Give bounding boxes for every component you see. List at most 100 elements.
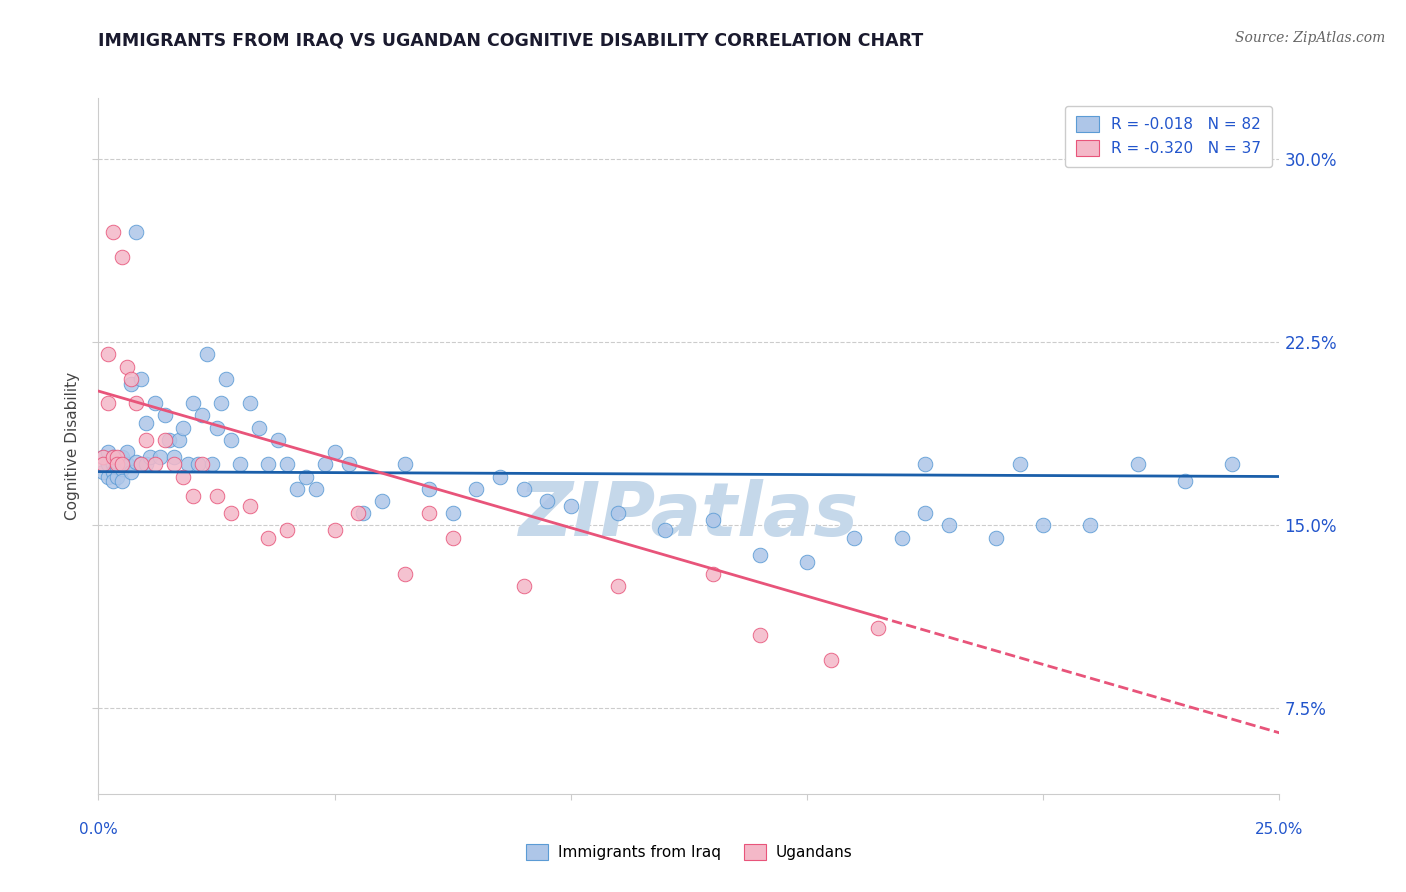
Point — [285, 482, 308, 496]
Point — [1080, 518, 1102, 533]
Point — [172, 469, 194, 483]
Point — [305, 482, 328, 496]
Point — [914, 458, 936, 472]
Point — [125, 396, 148, 410]
Point — [239, 499, 262, 513]
Point — [187, 458, 209, 472]
Point — [441, 531, 464, 545]
Point — [101, 450, 124, 464]
Point — [560, 499, 582, 513]
Point — [163, 450, 186, 464]
Point — [371, 494, 394, 508]
Point — [172, 420, 194, 434]
Point — [418, 482, 440, 496]
Point — [323, 523, 346, 537]
Point — [97, 469, 120, 483]
Y-axis label: Cognitive Disability: Cognitive Disability — [65, 372, 80, 520]
Point — [125, 455, 148, 469]
Point — [205, 489, 228, 503]
Point — [143, 396, 166, 410]
Point — [111, 250, 134, 264]
Point — [105, 450, 128, 464]
Point — [209, 396, 232, 410]
Point — [441, 506, 464, 520]
Point — [149, 450, 172, 464]
Point — [201, 458, 224, 472]
Point — [1126, 458, 1149, 472]
Point — [157, 433, 180, 447]
Point — [702, 513, 724, 527]
Point — [143, 458, 166, 472]
Point — [205, 420, 228, 434]
Text: 0.0%: 0.0% — [79, 822, 118, 837]
Point — [101, 458, 124, 472]
Point — [153, 409, 176, 423]
Point — [229, 458, 252, 472]
Point — [536, 494, 558, 508]
Point — [105, 459, 128, 474]
Text: IMMIGRANTS FROM IRAQ VS UGANDAN COGNITIVE DISABILITY CORRELATION CHART: IMMIGRANTS FROM IRAQ VS UGANDAN COGNITIV… — [98, 31, 924, 49]
Point — [984, 531, 1007, 545]
Point — [352, 506, 374, 520]
Point — [820, 652, 842, 666]
Point — [115, 445, 138, 459]
Point — [394, 458, 416, 472]
Point — [91, 450, 114, 464]
Point — [654, 523, 676, 537]
Point — [115, 458, 138, 472]
Point — [135, 458, 157, 472]
Point — [101, 450, 124, 464]
Point — [607, 506, 630, 520]
Point — [97, 396, 120, 410]
Point — [267, 433, 290, 447]
Point — [239, 396, 262, 410]
Point — [129, 458, 152, 472]
Point — [129, 372, 152, 386]
Point — [276, 523, 298, 537]
Point — [257, 458, 280, 472]
Point — [101, 475, 124, 489]
Point — [914, 506, 936, 520]
Point — [163, 458, 186, 472]
Point — [512, 482, 534, 496]
Point — [111, 458, 134, 472]
Point — [167, 433, 190, 447]
Point — [314, 458, 336, 472]
Point — [844, 531, 866, 545]
Text: Source: ZipAtlas.com: Source: ZipAtlas.com — [1234, 31, 1385, 45]
Point — [91, 450, 114, 464]
Point — [105, 458, 128, 472]
Point — [938, 518, 960, 533]
Legend: R = -0.018   N = 82, R = -0.320   N = 37: R = -0.018 N = 82, R = -0.320 N = 37 — [1066, 106, 1272, 167]
Point — [91, 465, 114, 479]
Point — [101, 465, 124, 479]
Point — [195, 347, 218, 361]
Point — [191, 409, 214, 423]
Point — [1008, 458, 1031, 472]
Point — [105, 455, 128, 469]
Point — [866, 621, 889, 635]
Point — [512, 579, 534, 593]
Point — [191, 458, 214, 472]
Point — [129, 458, 152, 472]
Point — [219, 506, 242, 520]
Point — [97, 347, 120, 361]
Point — [1220, 458, 1243, 472]
Point — [257, 531, 280, 545]
Point — [276, 458, 298, 472]
Text: ZIPatlas: ZIPatlas — [519, 479, 859, 552]
Point — [247, 420, 270, 434]
Point — [91, 458, 114, 472]
Point — [702, 567, 724, 582]
Point — [139, 450, 162, 464]
Point — [418, 506, 440, 520]
Point — [489, 469, 512, 483]
Point — [796, 555, 818, 569]
Point — [337, 458, 360, 472]
Point — [323, 445, 346, 459]
Point — [111, 450, 134, 464]
Point — [135, 433, 157, 447]
Point — [105, 469, 128, 483]
Point — [121, 376, 143, 391]
Point — [135, 416, 157, 430]
